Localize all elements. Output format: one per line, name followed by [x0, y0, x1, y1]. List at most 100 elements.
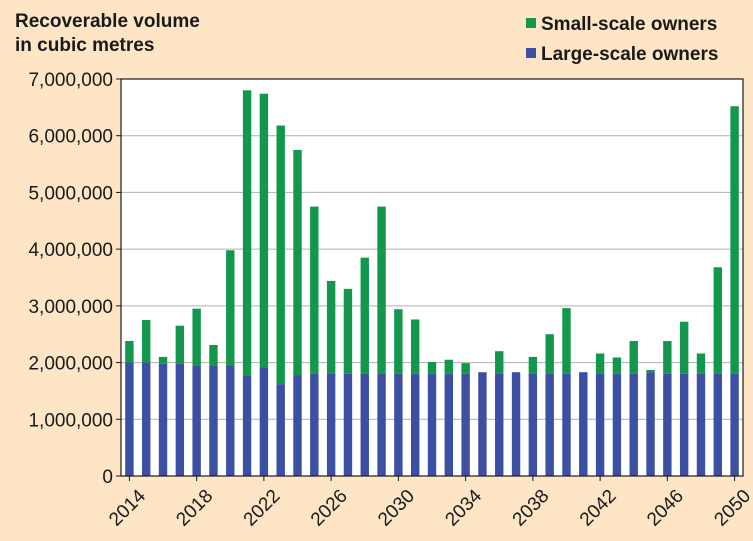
y-tick-label: 1,000,000: [28, 410, 113, 431]
x-tick-label: 2030: [374, 486, 419, 531]
y-tick-label: 6,000,000: [28, 127, 113, 148]
bar-segment-large-scale-owners-2020: [226, 365, 235, 476]
x-tick-label: 2042: [576, 486, 621, 531]
bar-segment-large-scale-owners-2033: [444, 373, 454, 476]
bar-segment-small-scale-owners-2045: [646, 369, 655, 373]
bar-segment-large-scale-owners-2040: [562, 373, 571, 476]
y-tick-label: 0: [102, 467, 113, 488]
bar-segment-small-scale-owners-2019: [209, 344, 218, 366]
bar-segment-small-scale-owners-2038: [528, 356, 538, 374]
bar-segment-small-scale-owners-2027: [343, 288, 353, 374]
y-tick-label: 3,000,000: [28, 297, 113, 318]
bar-segment-large-scale-owners-2025: [310, 373, 319, 476]
bar-segment-large-scale-owners-2014: [125, 362, 134, 476]
bar-segment-large-scale-owners-2046: [663, 373, 672, 476]
bar-segment-small-scale-owners-2020: [226, 250, 235, 366]
x-tick-label: 2018: [172, 486, 217, 531]
bar-segment-large-scale-owners-2048: [696, 373, 706, 476]
chart-title-line-1: Recoverable volume: [15, 11, 200, 32]
bar-segment-small-scale-owners-2032: [427, 362, 437, 374]
bar-segment-large-scale-owners-2039: [545, 373, 554, 476]
bar-segment-large-scale-owners-2032: [427, 373, 437, 476]
y-tick-label: 7,000,000: [28, 70, 113, 91]
x-tick-label: 2034: [441, 485, 486, 530]
bar-segment-large-scale-owners-2019: [209, 365, 218, 476]
bar-segment-small-scale-owners-2024: [293, 149, 302, 376]
bar-segment-large-scale-owners-2036: [495, 373, 504, 476]
y-tick-label: 5,000,000: [28, 183, 113, 204]
bar-segment-large-scale-owners-2021: [242, 375, 252, 476]
bar-segment-small-scale-owners-2028: [360, 257, 369, 374]
bar-segment-small-scale-owners-2033: [444, 359, 454, 374]
chart-title-line-2: in cubic metres: [15, 35, 154, 56]
y-tick-label: 2,000,000: [28, 354, 113, 375]
x-tick-label: 2038: [509, 486, 554, 531]
bar-segment-small-scale-owners-2048: [696, 353, 706, 374]
bar-segment-small-scale-owners-2030: [394, 309, 403, 374]
legend-swatch-small-scale: [526, 18, 536, 28]
bar-segment-small-scale-owners-2036: [495, 351, 504, 374]
bar-segment-small-scale-owners-2039: [545, 334, 554, 374]
bar-segment-small-scale-owners-2022: [259, 93, 269, 368]
bar-segment-large-scale-owners-2022: [259, 367, 269, 476]
bar-segment-large-scale-owners-2049: [713, 373, 722, 476]
x-tick-label: 2050: [710, 486, 753, 531]
bar-segment-small-scale-owners-2031: [410, 319, 420, 374]
bar-segment-large-scale-owners-2035: [478, 372, 487, 476]
bar-segment-small-scale-owners-2018: [192, 308, 201, 366]
bar-segment-large-scale-owners-2027: [343, 373, 353, 476]
x-axis-ticks: 2014 2018 2022 2026 2030 2034 2038 2042 2046 2050: [105, 476, 753, 530]
bar-segment-large-scale-owners-2031: [410, 373, 420, 476]
legend-label-small-scale: Small-scale owners: [541, 14, 717, 35]
bar-segment-small-scale-owners-2029: [377, 206, 386, 374]
legend: Small-scale owners Large-scale owners: [526, 14, 718, 65]
bar-segment-large-scale-owners-2016: [158, 363, 168, 476]
bar-segment-small-scale-owners-2023: [276, 125, 285, 385]
y-axis-ticks: 0 1,000,000 2,000,000 3,000,000 4,000,000 5,0…: [28, 70, 121, 488]
bar-segment-large-scale-owners-2023: [276, 384, 285, 476]
bar-segment-small-scale-owners-2044: [629, 341, 638, 374]
bar-segment-small-scale-owners-2017: [175, 325, 185, 364]
bar-segment-small-scale-owners-2050: [730, 106, 739, 374]
bar-segment-small-scale-owners-2025: [310, 206, 319, 374]
bar-segment-large-scale-owners-2030: [394, 373, 403, 476]
bar-segment-small-scale-owners-2043: [612, 357, 622, 374]
x-tick-label: 2026: [307, 486, 352, 531]
bar-segment-large-scale-owners-2038: [528, 373, 538, 476]
bars: [125, 90, 739, 476]
bar-segment-small-scale-owners-2049: [713, 267, 722, 374]
bar-segment-small-scale-owners-2047: [679, 321, 689, 374]
bar-segment-large-scale-owners-2042: [595, 373, 605, 476]
bar-segment-large-scale-owners-2029: [377, 373, 386, 476]
bar-segment-large-scale-owners-2044: [629, 373, 638, 476]
bar-segment-large-scale-owners-2045: [646, 372, 655, 476]
bar-segment-small-scale-owners-2034: [461, 363, 470, 374]
bar-segment-large-scale-owners-2050: [730, 373, 739, 476]
x-tick-label: 2014: [105, 485, 150, 530]
bar-segment-small-scale-owners-2016: [158, 356, 168, 364]
bar-segment-large-scale-owners-2047: [679, 373, 689, 476]
bar-segment-small-scale-owners-2015: [142, 320, 151, 363]
x-tick-label: 2022: [240, 486, 285, 531]
bar-segment-small-scale-owners-2042: [595, 353, 605, 374]
y-tick-label: 4,000,000: [28, 240, 113, 261]
bar-segment-large-scale-owners-2015: [142, 362, 151, 476]
bar-segment-small-scale-owners-2046: [663, 341, 672, 374]
legend-swatch-large-scale: [526, 48, 536, 58]
bar-segment-large-scale-owners-2034: [461, 373, 470, 476]
bar-segment-large-scale-owners-2024: [293, 375, 302, 476]
bar-segment-large-scale-owners-2026: [326, 373, 336, 476]
plot-border: [120, 78, 744, 477]
legend-label-large-scale: Large-scale owners: [541, 44, 718, 65]
bar-segment-large-scale-owners-2028: [360, 373, 369, 476]
bar-segment-small-scale-owners-2040: [562, 308, 571, 374]
bar-segment-large-scale-owners-2041: [579, 372, 588, 476]
bar-segment-small-scale-owners-2026: [326, 280, 336, 374]
bar-segment-small-scale-owners-2021: [242, 90, 252, 376]
bar-segment-large-scale-owners-2037: [511, 372, 521, 476]
bar-segment-large-scale-owners-2018: [192, 365, 201, 476]
bar-segment-large-scale-owners-2017: [175, 363, 185, 476]
x-tick-label: 2046: [643, 486, 688, 531]
bar-segment-small-scale-owners-2014: [125, 341, 134, 363]
